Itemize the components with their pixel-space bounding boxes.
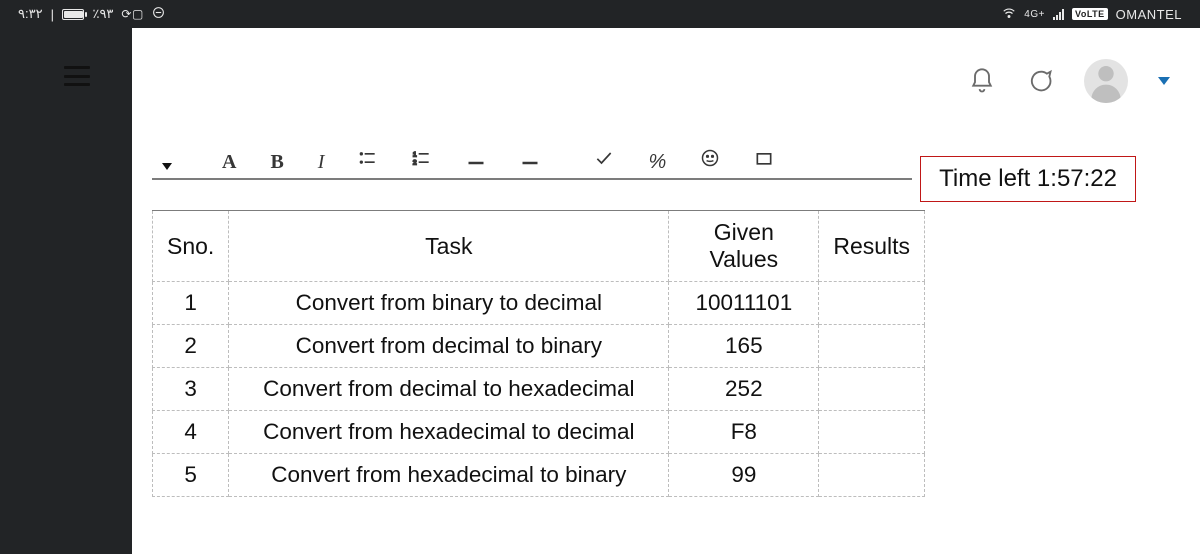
col-header-sno: Sno. xyxy=(153,211,229,282)
left-rail xyxy=(0,28,132,554)
cell-sno: 5 xyxy=(153,454,229,497)
network-type: 4G+ xyxy=(1024,9,1045,20)
toolbar-font-icon[interactable]: A xyxy=(222,151,236,174)
toolbar-emoji-icon[interactable] xyxy=(700,148,720,174)
toolbar-percent-icon[interactable]: % xyxy=(648,151,666,174)
carrier-name: OMANTEL xyxy=(1116,7,1182,22)
svg-text:2: 2 xyxy=(413,160,417,167)
do-not-disturb-icon xyxy=(152,6,165,22)
status-right: 4G+ VoLTE OMANTEL xyxy=(1002,6,1182,23)
toolbar-bold-icon[interactable]: B xyxy=(270,151,283,174)
volte-badge: VoLTE xyxy=(1072,8,1108,20)
rotation-lock-icon: ⟳▢ xyxy=(121,7,143,21)
status-sep: | xyxy=(51,7,55,22)
cell-task: Convert from decimal to binary xyxy=(229,325,669,368)
table-row: 2Convert from decimal to binary165 xyxy=(153,325,925,368)
cell-sno: 1 xyxy=(153,282,229,325)
messages-button[interactable] xyxy=(1026,67,1054,95)
toolbar-list-icon[interactable] xyxy=(358,148,378,174)
col-header-results: Results xyxy=(819,211,925,282)
time-left-label: Time left xyxy=(939,165,1037,192)
toolbar-underline xyxy=(152,178,912,180)
profile-dropdown-caret[interactable] xyxy=(1158,77,1170,85)
menu-button[interactable] xyxy=(64,66,90,86)
col-header-task: Task xyxy=(229,211,669,282)
app-header xyxy=(132,28,1200,134)
cell-result[interactable] xyxy=(819,454,925,497)
table-row: 4Convert from hexadecimal to decimalF8 xyxy=(153,411,925,454)
table-row: 1Convert from binary to decimal10011101 xyxy=(153,282,925,325)
toolbar-italic-icon[interactable]: I xyxy=(318,151,325,174)
col-header-given: Given Values xyxy=(669,211,819,282)
battery-percent: ٪٩٣ xyxy=(92,6,113,22)
cell-sno: 2 xyxy=(153,325,229,368)
cell-sno: 3 xyxy=(153,368,229,411)
cell-given: 10011101 xyxy=(669,282,819,325)
cell-given: 99 xyxy=(669,454,819,497)
wifi-icon xyxy=(1002,6,1016,23)
time-left-box: Time left 1:57:22 xyxy=(920,156,1136,202)
time-left-value: 1:57:22 xyxy=(1037,165,1117,192)
task-table: Sno. Task Given Values Results 1Convert … xyxy=(152,210,925,497)
signal-bars-icon xyxy=(1053,8,1064,20)
header-actions xyxy=(968,59,1170,103)
cell-task: Convert from hexadecimal to binary xyxy=(229,454,669,497)
cell-given: 165 xyxy=(669,325,819,368)
cell-given: 252 xyxy=(669,368,819,411)
profile-avatar[interactable] xyxy=(1084,59,1128,103)
content-area: A B I 12 % xyxy=(132,134,1200,554)
toolbar-hr2-icon[interactable] xyxy=(520,148,540,174)
cell-task: Convert from decimal to hexadecimal xyxy=(229,368,669,411)
svg-text:1: 1 xyxy=(413,151,417,158)
toolbar-hr-icon[interactable] xyxy=(466,148,486,174)
battery-icon xyxy=(62,9,84,20)
cell-result[interactable] xyxy=(819,325,925,368)
toolbar-rect-icon[interactable] xyxy=(754,148,774,174)
status-clock: ٩:٣٢ xyxy=(18,6,43,22)
toolbar-numbered-list-icon[interactable]: 12 xyxy=(412,148,432,174)
status-bar: ٩:٣٢ | ٪٩٣ ⟳▢ 4G+ VoLTE OMANTEL xyxy=(0,0,1200,28)
cell-task: Convert from binary to decimal xyxy=(229,282,669,325)
table-header-row: Sno. Task Given Values Results xyxy=(153,211,925,282)
table-row: 5Convert from hexadecimal to binary99 xyxy=(153,454,925,497)
cell-given: F8 xyxy=(669,411,819,454)
table-row: 3Convert from decimal to hexadecimal252 xyxy=(153,368,925,411)
cell-sno: 4 xyxy=(153,411,229,454)
toolbar-check-icon[interactable] xyxy=(594,148,614,174)
status-left: ٩:٣٢ | ٪٩٣ ⟳▢ xyxy=(18,6,165,22)
cell-task: Convert from hexadecimal to decimal xyxy=(229,411,669,454)
cell-result[interactable] xyxy=(819,411,925,454)
cell-result[interactable] xyxy=(819,368,925,411)
notifications-button[interactable] xyxy=(968,67,996,95)
cell-result[interactable] xyxy=(819,282,925,325)
